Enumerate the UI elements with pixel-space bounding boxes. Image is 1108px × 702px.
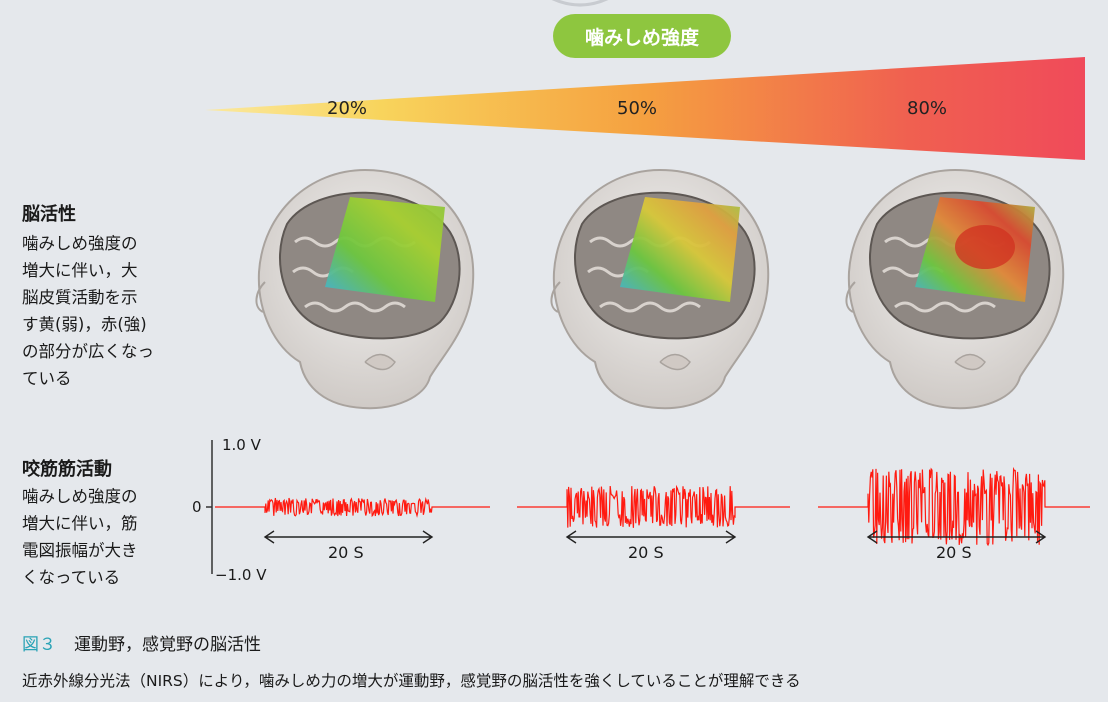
intensity-gradient-wedge xyxy=(205,57,1085,160)
brain-head-image-20 xyxy=(255,168,475,410)
intensity-label-pill: 噛みしめ強度 xyxy=(553,14,731,58)
emg-y-min-label: −1.0 V xyxy=(215,566,267,584)
figure-title: 運動野，感覚野の脳活性 xyxy=(74,635,261,655)
figure-caption-text: 近赤外線分光法（NIRS）により，噛みしめ力の増大が運動野，感覚野の脳活性を強く… xyxy=(22,672,801,690)
brain-section-title: 脳活性 xyxy=(22,204,76,225)
muscle-section-description: 噛みしめ強度の 増大に伴い，筋 電図振幅が大き くなっている xyxy=(22,487,138,587)
duration-arrow-3 xyxy=(866,530,1047,544)
duration-label-80: 20 S xyxy=(936,543,972,562)
emg-y-zero-label: 0 xyxy=(192,498,202,516)
top-decoration-arc xyxy=(551,0,609,7)
emg-y-max-label: 1.0 V xyxy=(222,436,261,454)
duration-label-20: 20 S xyxy=(328,543,364,562)
duration-arrow-2 xyxy=(565,530,737,544)
level-80-label: 80% xyxy=(907,98,948,119)
level-50-label: 50% xyxy=(617,98,658,119)
emg-trace-2 xyxy=(517,484,790,528)
emg-traces xyxy=(206,440,1090,574)
duration-label-50: 20 S xyxy=(628,543,664,562)
figure-number: 図３ xyxy=(22,635,56,655)
muscle-section-title: 咬筋筋活動 xyxy=(22,459,112,480)
figure-caption-title: 図３ 運動野，感覚野の脳活性 xyxy=(22,630,261,655)
brain-section-description: 噛みしめ強度の 増大に伴い，大 脳皮質活動を示 す黄(弱)，赤(強) の部分が広… xyxy=(22,234,154,388)
brain-head-image-80 xyxy=(845,168,1065,410)
brain-head-image-50 xyxy=(550,168,770,410)
duration-arrow-1 xyxy=(263,530,434,544)
emg-trace-3 xyxy=(818,466,1090,547)
level-20-label: 20% xyxy=(327,98,368,119)
emg-trace-1 xyxy=(215,496,490,518)
